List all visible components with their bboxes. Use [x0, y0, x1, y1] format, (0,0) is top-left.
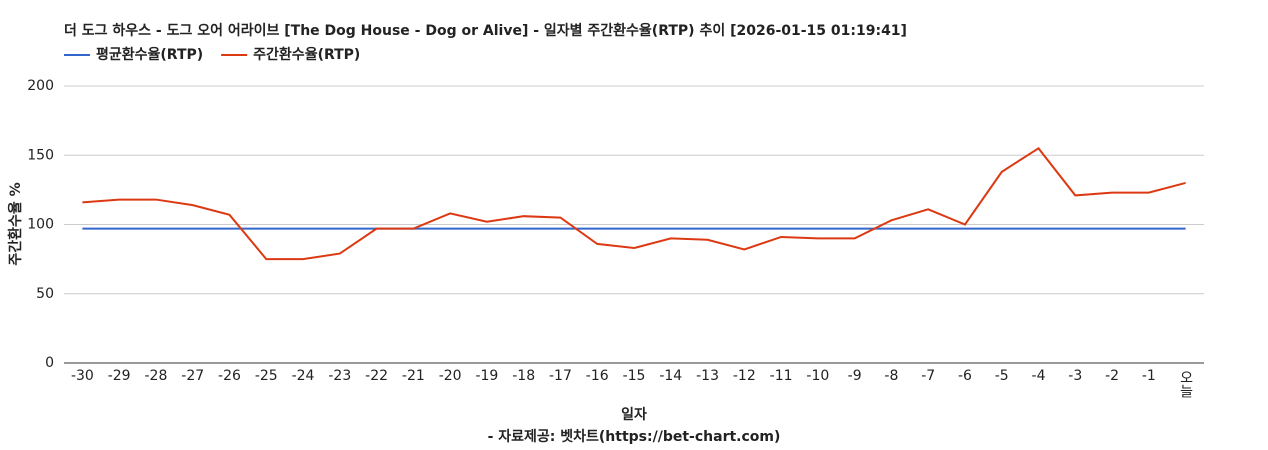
y-tick-label: 100	[27, 217, 54, 233]
y-tick-label: 200	[27, 78, 54, 94]
source: - 자료제공: 벳차트(https://bet-chart.com)	[488, 428, 781, 445]
x-axis-title: 일자	[621, 407, 647, 423]
x-tick-label: -5	[995, 368, 1009, 384]
x-tick-label: -26	[218, 368, 241, 384]
x-tick-label: -19	[475, 368, 498, 384]
x-tick-label: 오늘	[1178, 370, 1194, 398]
x-tick-label: -12	[733, 368, 756, 384]
x-tick-label: -21	[402, 368, 425, 384]
x-tick-label: -24	[292, 368, 315, 384]
x-tick-label: -18	[512, 368, 535, 384]
x-tick-label: -8	[884, 368, 898, 384]
x-tick-label: -3	[1068, 368, 1082, 384]
x-tick-label: -1	[1142, 368, 1156, 384]
legend-label: 주간환수율(RTP)	[253, 46, 360, 63]
series-line	[82, 146, 1186, 261]
x-tick-label: -25	[255, 368, 278, 384]
x-tick-label: -15	[623, 368, 646, 384]
x-tick-label: -13	[696, 368, 719, 384]
x-tick-label: -17	[549, 368, 572, 384]
x-tick-label: -22	[365, 368, 388, 384]
x-tick-label: -29	[108, 368, 131, 384]
y-axis-title: 주간환수율 %	[7, 182, 24, 265]
x-tick-label: -6	[958, 368, 972, 384]
x-tick-label: -14	[659, 368, 682, 384]
x-tick-label: -11	[770, 368, 793, 384]
chart-title: 더 도그 하우스 - 도그 오어 어라이브 [The Dog House - D…	[64, 22, 907, 39]
x-tick-label: -23	[328, 368, 351, 384]
x-tick-label: -16	[586, 368, 609, 384]
y-tick-label: 50	[36, 286, 54, 302]
x-tick-label: -28	[144, 368, 167, 384]
x-tick-label: -30	[71, 368, 94, 384]
x-tick-label: -4	[1032, 368, 1046, 384]
x-tick-label: -7	[921, 368, 935, 384]
y-tick-label: 0	[45, 355, 54, 371]
x-tick-label: -27	[181, 368, 204, 384]
x-tick-label: -10	[806, 368, 829, 384]
x-tick-label: -9	[848, 368, 862, 384]
legend-label: 평균환수율(RTP)	[96, 46, 203, 63]
x-tick-label: -20	[439, 368, 462, 384]
x-tick-label: -2	[1105, 368, 1119, 384]
y-tick-label: 150	[27, 147, 54, 163]
